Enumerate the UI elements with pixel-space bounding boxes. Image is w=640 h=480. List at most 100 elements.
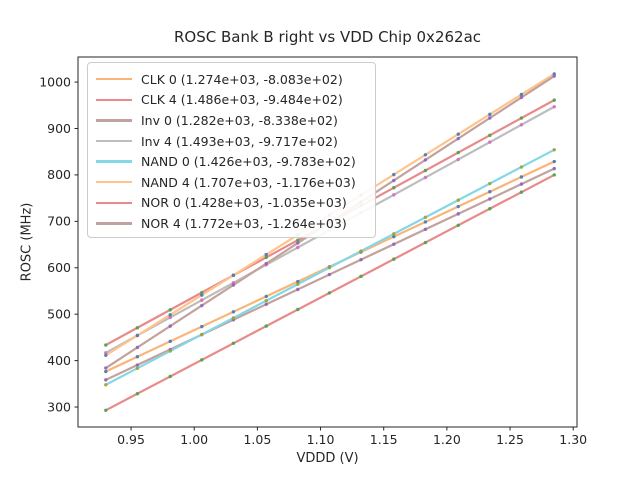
data-point-inv-4	[104, 351, 108, 355]
legend-label-nor-4: NOR 4 (1.772e+03, -1.264e+03)	[141, 215, 347, 231]
data-point-nand-4	[423, 153, 428, 157]
data-point-inv-0	[135, 363, 140, 367]
data-point-clk-0	[519, 175, 524, 179]
data-point-clk-4	[456, 150, 460, 155]
x-axis-label: VDDD (V)	[296, 451, 359, 466]
data-point-nand-4	[488, 112, 492, 117]
legend-swatch-clk-4	[96, 98, 132, 102]
y-tick-label: 600	[47, 260, 71, 275]
legend-item-nor-4: NOR 4 (1.772e+03, -1.264e+03)	[96, 213, 367, 234]
data-point-nand-0	[327, 265, 332, 270]
data-point-inv-4	[423, 175, 428, 180]
data-point-inv-0	[264, 302, 268, 307]
legend-label-inv-0: Inv 0 (1.282e+03, -8.338e+02)	[141, 112, 338, 128]
y-tick-label: 500	[47, 306, 71, 321]
legend-label-clk-0: CLK 0 (1.274e+03, -8.083e+02)	[141, 71, 343, 87]
data-point-clk-4	[552, 98, 556, 102]
data-point-nor-0	[392, 257, 396, 261]
data-point-inv-4	[168, 315, 172, 320]
data-point-nand-0	[296, 282, 300, 286]
data-point-nand-4	[456, 132, 460, 136]
data-point-nor-4	[231, 283, 236, 287]
data-point-inv-0	[327, 272, 332, 277]
x-tick-label: 1.25	[496, 432, 524, 447]
data-point-inv-0	[488, 197, 492, 201]
data-point-nor-4	[488, 116, 492, 120]
data-point-nor-4	[519, 95, 524, 100]
legend-label-nand-4: NAND 4 (1.707e+03, -1.176e+03)	[141, 174, 356, 190]
data-point-clk-4	[488, 133, 492, 138]
data-point-clk-0	[392, 234, 396, 239]
data-point-nor-0	[552, 173, 556, 177]
data-point-clk-0	[231, 310, 236, 314]
data-point-inv-0	[392, 242, 396, 246]
data-point-nor-4	[264, 261, 268, 266]
legend-item-clk-4: CLK 4 (1.486e+03, -9.484e+02)	[96, 90, 367, 111]
legend-swatch-clk-0	[96, 78, 132, 81]
data-point-clk-4	[264, 255, 268, 260]
data-point-nor-4	[200, 303, 204, 308]
data-point-nor-4	[296, 241, 300, 245]
y-tick-label: 900	[47, 121, 71, 136]
legend-swatch-nor-4	[96, 222, 132, 225]
legend-label-nand-0: NAND 0 (1.426e+03, -9.783e+02)	[141, 154, 356, 170]
data-point-nand-0	[264, 299, 268, 303]
data-point-nor-4	[456, 136, 460, 141]
data-point-clk-4	[392, 186, 396, 190]
data-point-nor-0	[104, 408, 108, 412]
chart-title: ROSC Bank B right vs VDD Chip 0x262ac	[173, 28, 482, 46]
data-point-clk-0	[552, 159, 556, 164]
data-point-nand-4	[168, 313, 172, 317]
data-point-nand-4	[392, 172, 396, 177]
data-point-nor-0	[327, 291, 332, 295]
data-point-inv-4	[392, 193, 396, 197]
data-point-nand-0	[392, 232, 396, 236]
legend-swatch-inv-4	[96, 139, 132, 143]
y-tick-label: 800	[47, 167, 71, 182]
data-point-clk-0	[456, 204, 460, 209]
legend-item-inv-0: Inv 0 (1.282e+03, -8.338e+02)	[96, 110, 367, 131]
data-point-nor-0	[200, 358, 204, 362]
data-point-nor-4	[135, 345, 140, 350]
data-point-nor-0	[488, 207, 492, 211]
legend-label-clk-4: CLK 4 (1.486e+03, -9.484e+02)	[141, 92, 343, 108]
data-point-inv-0	[519, 182, 524, 186]
data-point-nand-0	[359, 249, 363, 253]
legend: CLK 0 (1.274e+03, -8.083e+02) CLK 4 (1.48…	[87, 62, 376, 238]
data-point-inv-4	[519, 123, 524, 127]
data-point-inv-4	[456, 157, 460, 162]
legend-swatch-inv-0	[96, 119, 132, 122]
data-point-nand-0	[135, 366, 140, 370]
x-tick-label: 1.30	[559, 432, 587, 447]
data-point-nand-4	[200, 293, 204, 297]
data-point-inv-0	[296, 287, 300, 292]
data-point-clk-0	[200, 324, 204, 329]
data-point-nor-4	[423, 158, 428, 162]
x-tick-label: 1.15	[370, 432, 398, 447]
data-point-nor-4	[104, 366, 108, 370]
data-point-clk-4	[135, 326, 140, 330]
legend-swatch-nand-0	[96, 160, 132, 163]
data-point-nor-0	[519, 190, 524, 194]
legend-item-nor-0: NOR 0 (1.428e+03, -1.035e+03)	[96, 193, 367, 214]
data-point-clk-0	[104, 369, 108, 374]
data-point-nand-0	[104, 383, 108, 387]
data-point-nor-0	[296, 307, 300, 312]
y-tick-label: 1000	[39, 74, 71, 89]
data-point-clk-0	[135, 355, 140, 359]
data-point-clk-4	[296, 238, 300, 242]
data-point-inv-4	[296, 245, 300, 250]
x-tick-label: 1.00	[180, 432, 208, 447]
legend-label-inv-4: Inv 4 (1.493e+03, -9.717e+02)	[141, 133, 338, 149]
data-point-nand-4	[104, 353, 108, 357]
data-point-clk-0	[488, 190, 492, 194]
data-point-inv-4	[200, 298, 204, 302]
data-point-clk-4	[423, 168, 428, 173]
y-tick-label: 700	[47, 214, 71, 229]
legend-item-nand-4: NAND 4 (1.707e+03, -1.176e+03)	[96, 172, 367, 193]
x-tick-label: 0.95	[117, 432, 145, 447]
data-point-nand-4	[231, 273, 236, 277]
data-point-nand-0	[519, 165, 524, 169]
